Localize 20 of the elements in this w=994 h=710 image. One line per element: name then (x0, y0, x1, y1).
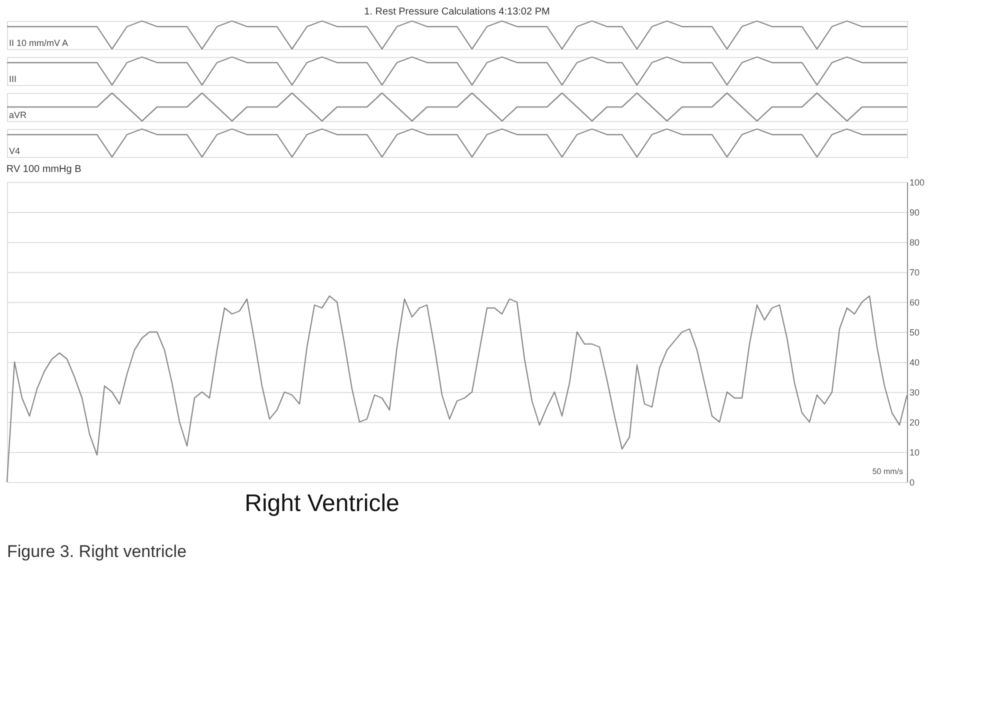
y-axis-title: III (9, 74, 17, 84)
y-tick-label: 100 (910, 178, 925, 188)
y-tick-label: 30 (910, 388, 920, 398)
y-tick-label: 50 (910, 328, 920, 338)
y-tick-label: 0 (910, 478, 915, 488)
y-tick-label: 40 (910, 358, 920, 368)
chart-title: RV 100 mmHg B (6, 164, 82, 175)
y-tick-label: 80 (910, 238, 920, 248)
y-tick-label: 20 (910, 418, 920, 428)
text: Right Ventricle (244, 490, 400, 517)
y-tick-label: 70 (910, 268, 920, 278)
chart-title: 1. Rest Pressure Calculations 4:13:02 PM (364, 6, 550, 18)
y-axis-title: aVR (9, 110, 28, 120)
y-tick-label: 60 (910, 298, 920, 308)
y-axis-title: V4 (9, 146, 20, 156)
y-tick-label: 90 (910, 208, 920, 218)
annotation: 50 mm/s (872, 467, 903, 476)
y-tick-label: 10 (910, 448, 920, 458)
caption: Figure 3. Right ventricle (7, 542, 187, 561)
y-axis-title: II 10 mm/mV A (9, 38, 68, 48)
